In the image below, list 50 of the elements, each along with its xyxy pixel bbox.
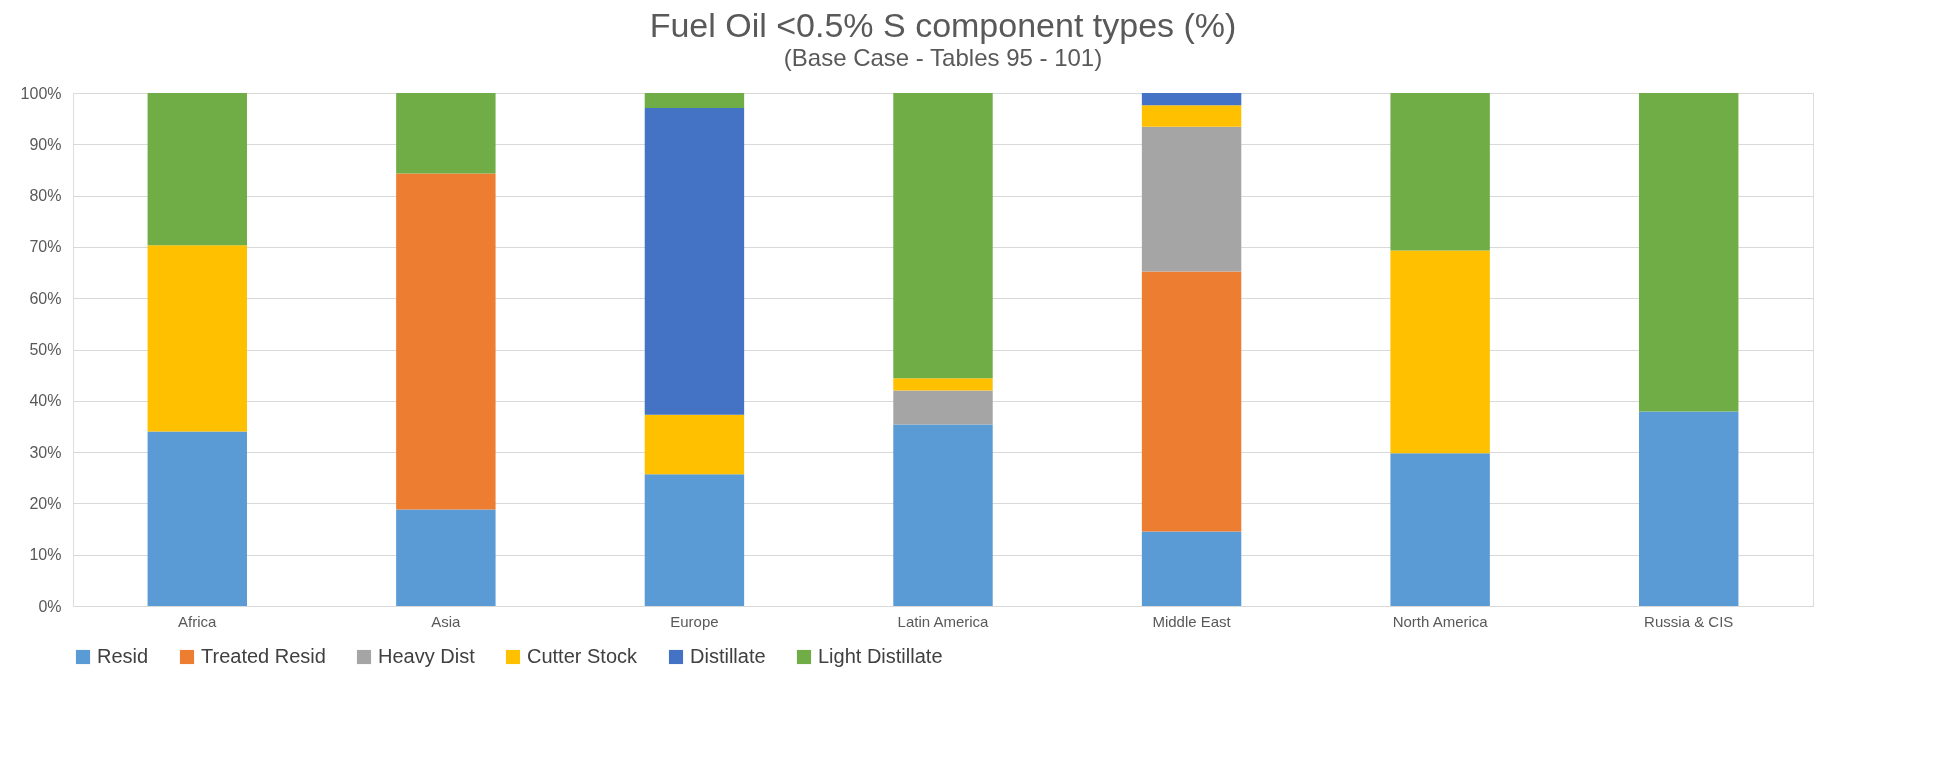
- bar: [644, 414, 745, 475]
- x-tick-label: Africa: [178, 612, 218, 630]
- y-tick-label: 20%: [29, 494, 62, 512]
- bar: [644, 107, 745, 415]
- y-tick-label: 70%: [29, 238, 62, 256]
- x-tick-label: Russia & CIS: [1644, 612, 1734, 630]
- bar: [396, 509, 496, 606]
- bar: [1390, 453, 1490, 606]
- bar: [1141, 271, 1242, 532]
- bar: [644, 474, 745, 606]
- bar: [1390, 93, 1490, 251]
- x-tick-label: Middle East: [1152, 612, 1232, 630]
- x-tick-label: Latin America: [897, 612, 990, 630]
- chart-title: Fuel Oil <0.5% S component types (%): [649, 6, 1237, 44]
- y-tick-label: 10%: [29, 546, 62, 564]
- x-tick-label: Europe: [670, 612, 719, 630]
- y-tick-label: 100%: [20, 84, 62, 102]
- bar: [147, 431, 247, 606]
- bar: [893, 378, 993, 391]
- y-tick-label: 40%: [29, 392, 62, 410]
- chart-subtitle: (Base Case - Tables 95 - 101): [783, 44, 1103, 71]
- bar: [893, 390, 993, 425]
- bar: [1141, 531, 1242, 606]
- legend-label: Light Distillate: [818, 645, 943, 667]
- legend-label: Cutter Stock: [527, 645, 639, 667]
- bar: [1639, 93, 1739, 412]
- bar: [893, 93, 993, 379]
- bar: [147, 245, 247, 432]
- bar: [1141, 126, 1242, 272]
- bar: [1141, 93, 1242, 106]
- bar: [1141, 105, 1242, 127]
- y-tick-label: 50%: [29, 341, 62, 358]
- bar: [893, 424, 993, 606]
- legend-label: Resid: [97, 645, 149, 667]
- bar: [147, 93, 247, 246]
- legend-label: Heavy Dist: [378, 645, 476, 667]
- bar: [396, 173, 496, 510]
- bar: [396, 93, 496, 174]
- x-tick-label: North America: [1392, 612, 1489, 630]
- y-tick-label: 0%: [38, 597, 62, 615]
- bar: [644, 93, 745, 108]
- bar: [1390, 250, 1490, 454]
- bar: [1639, 411, 1739, 606]
- legend-label: Treated Resid: [201, 645, 326, 667]
- y-tick-label: 30%: [29, 443, 62, 461]
- y-tick-label: 60%: [29, 289, 62, 307]
- y-tick-label: 80%: [29, 187, 62, 205]
- y-tick-label: 90%: [29, 135, 62, 153]
- legend-label: Distillate: [690, 645, 766, 667]
- x-tick-label: Asia: [431, 612, 462, 630]
